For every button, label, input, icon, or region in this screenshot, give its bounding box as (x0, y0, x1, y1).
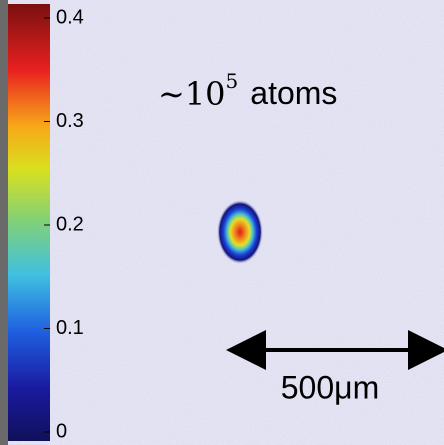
colorbar (8, 4, 50, 441)
photo-edge (0, 0, 8, 445)
tick-label: 0.2 (56, 213, 84, 235)
atom-cloud (217, 200, 263, 264)
tick-label: 0.3 (56, 110, 84, 132)
tick-label: 0.4 (56, 6, 84, 28)
colorbar-ticks: 0 0.1 0.2 0.3 0.4 (44, 6, 84, 442)
atom-count-suffix: atoms (250, 75, 337, 111)
atom-count-exponent: 5 (226, 69, 239, 93)
tick-label: 0 (56, 420, 67, 442)
atom-count: ∼105 atoms (158, 69, 337, 113)
atom-count-prefix: ∼10 (158, 75, 226, 113)
tick-label: 0.1 (56, 317, 84, 339)
scale-label: 500μm (281, 369, 379, 405)
